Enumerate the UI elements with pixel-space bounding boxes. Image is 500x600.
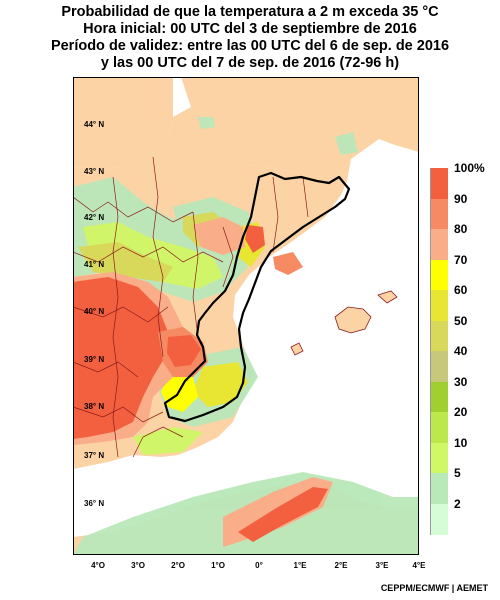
ibiza (290, 342, 304, 356)
map-title: Probabilidad de que la temperatura a 2 m… (0, 4, 500, 72)
legend-label: 20 (454, 405, 468, 419)
legend-swatch (430, 412, 448, 443)
lon-label-0: 0° (255, 561, 263, 570)
legend-swatch (430, 503, 448, 535)
lon-label-3w: 3°O (131, 561, 145, 570)
legend-label: 5 (454, 466, 461, 480)
legend-swatch (430, 381, 448, 413)
legend-label: 2 (454, 496, 461, 511)
legend-label: 50 (454, 313, 468, 328)
france-land (181, 77, 419, 177)
bay-of-biscay-coast (73, 77, 173, 169)
legend-label: 100% (454, 161, 485, 175)
legend-label: 80 (454, 222, 468, 236)
title-line-1: Probabilidad de que la temperatura a 2 m… (61, 4, 439, 20)
lat-label-42: 42° N (84, 213, 105, 222)
lon-label-2e: 2°E (334, 561, 348, 570)
legend-swatch (430, 168, 448, 199)
probability-map (73, 77, 419, 555)
lat-label-38: 38° N (84, 402, 105, 411)
legend-swatch (430, 473, 448, 504)
credit-text: CEPPM/ECMWF | AEMET (380, 583, 488, 593)
probability-high (73, 217, 333, 547)
legend-swatch (430, 442, 448, 474)
lon-label-1e: 1°E (293, 561, 307, 570)
legend-swatch (430, 229, 448, 260)
lon-label-4w: 4°O (91, 561, 105, 570)
admin-borders (73, 156, 309, 458)
lon-label-1w: 1°O (211, 561, 225, 570)
legend-label: 40 (454, 344, 468, 358)
legend-label: 10 (454, 435, 468, 450)
color-legend: 100% 90 80 70 60 50 40 30 20 10 5 2 (430, 161, 500, 535)
lat-label-43: 43° N (84, 167, 105, 176)
lat-label-39: 39° N (84, 355, 105, 364)
lat-label-37: 37° N (84, 451, 105, 460)
lon-label-4e: 4°E (412, 561, 426, 570)
legend-swatch (430, 351, 448, 382)
lon-label-2w: 2°O (171, 561, 185, 570)
legend-swatch (430, 259, 448, 291)
menorca (377, 290, 398, 304)
legend-label: 90 (454, 191, 468, 206)
legend-label: 30 (454, 374, 468, 389)
region-outline (163, 171, 351, 423)
mallorca (334, 306, 372, 334)
legend-swatch (430, 320, 448, 352)
title-line-4: y las 00 UTC del 7 de sep. de 2016 (72-9… (100, 55, 400, 71)
lat-label-36: 36° N (84, 499, 105, 508)
legend-label: 70 (454, 252, 468, 267)
title-line-2: Hora inicial: 00 UTC del 3 de septiembre… (83, 21, 417, 37)
lat-label-44: 44° N (84, 120, 105, 129)
legend-label: 60 (454, 283, 468, 297)
legend-swatch (430, 290, 448, 321)
lat-label-40: 40° N (84, 307, 105, 316)
lat-label-41: 41° N (84, 260, 105, 269)
legend-swatch (430, 198, 448, 230)
title-line-3: Período de validez: entre las 00 UTC del… (50, 38, 450, 54)
lon-label-3e: 3°E (375, 561, 389, 570)
